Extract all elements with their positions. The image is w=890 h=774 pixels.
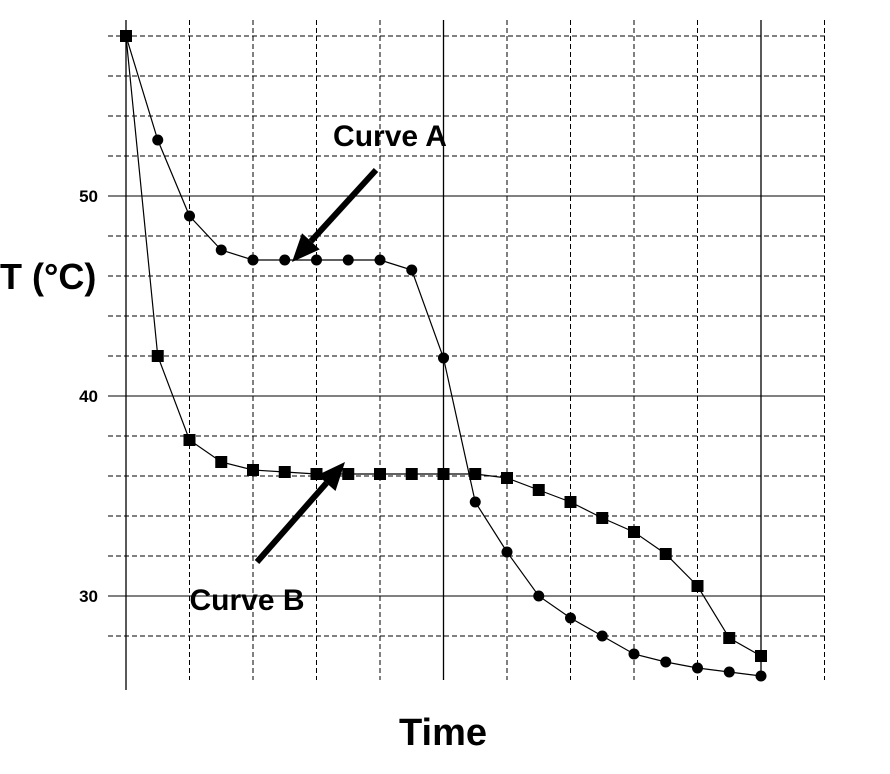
data-point — [501, 472, 513, 484]
data-point — [406, 264, 418, 276]
data-point — [278, 466, 291, 478]
data-point — [565, 612, 576, 624]
data-point — [405, 468, 418, 480]
data-point — [342, 468, 355, 480]
data-point — [342, 254, 354, 266]
data-point — [151, 350, 164, 362]
annotation-curve-a: Curve A — [333, 120, 447, 153]
data-point — [469, 496, 481, 508]
annotation-curve-b: Curve B — [189, 584, 304, 617]
data-point — [628, 526, 640, 538]
data-point — [533, 590, 545, 602]
data-point — [215, 456, 228, 468]
data-point — [437, 468, 450, 480]
data-point — [659, 548, 672, 560]
y-tick-label: 30 — [79, 587, 98, 606]
data-point — [310, 468, 323, 480]
data-point — [247, 254, 259, 266]
data-point — [660, 656, 672, 668]
arrow-shaft — [308, 167, 379, 244]
data-point — [691, 580, 704, 592]
data-point — [564, 496, 577, 508]
data-point — [183, 434, 196, 446]
data-point — [311, 254, 322, 266]
series-layer — [120, 30, 767, 682]
data-point — [628, 648, 640, 660]
data-point — [247, 464, 259, 476]
data-point — [152, 134, 164, 146]
data-point — [374, 254, 386, 266]
data-point — [438, 352, 449, 364]
x-axis-label: Time — [399, 712, 487, 754]
data-point — [120, 30, 132, 42]
data-point — [723, 632, 736, 644]
arrow-head — [292, 233, 320, 262]
grid — [108, 20, 825, 690]
annotations: Curve A Curve B — [189, 120, 446, 617]
data-point — [279, 254, 291, 266]
data-point — [692, 662, 703, 674]
arrow-head — [317, 462, 345, 491]
y-axis-label: T (°C) — [0, 256, 96, 297]
data-point — [755, 670, 767, 682]
arrow-to-curve-b — [254, 462, 345, 564]
y-tick-label: 40 — [79, 387, 98, 406]
arrow-to-curve-a — [292, 167, 379, 262]
data-point — [532, 484, 545, 496]
data-point — [596, 512, 609, 524]
data-point — [374, 468, 386, 480]
arrow-shaft — [254, 481, 329, 564]
data-point — [184, 210, 195, 222]
data-point — [215, 244, 227, 256]
data-point — [755, 650, 767, 662]
data-point — [596, 630, 608, 642]
data-point — [723, 666, 735, 678]
y-tick-labels: 30 40 50 — [79, 187, 98, 606]
data-point — [501, 546, 513, 558]
y-tick-label: 50 — [79, 187, 98, 206]
data-point — [469, 468, 482, 480]
